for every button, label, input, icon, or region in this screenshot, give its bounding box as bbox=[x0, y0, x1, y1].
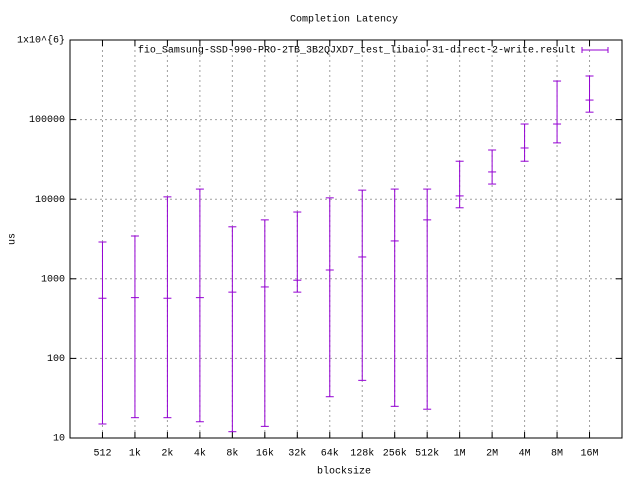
legend-label: fio_Samsung-SSD-990-PRO-2TB_3B2QJXD7_tes… bbox=[138, 45, 576, 57]
plot-border bbox=[69, 39, 623, 439]
x-tick-label: 16k bbox=[256, 448, 274, 460]
x-tick-label: 128k bbox=[350, 448, 374, 460]
y-tick-label: 100 bbox=[47, 354, 65, 365]
y-tick-label: 1x10^{6} bbox=[17, 35, 65, 47]
x-tick-label: 2k bbox=[161, 448, 173, 460]
y-tick-label: 1000 bbox=[41, 274, 65, 285]
x-tick-label: 8k bbox=[226, 448, 238, 460]
x-axis-label: blocksize bbox=[317, 466, 371, 478]
x-tick-label: 8M bbox=[551, 449, 563, 460]
x-tick-label: 256k bbox=[383, 448, 407, 460]
x-tick-label: 16M bbox=[581, 449, 599, 460]
y-tick-label: 100000 bbox=[29, 115, 65, 126]
y-axis-label: us bbox=[8, 233, 19, 245]
x-tick-label: 32k bbox=[288, 448, 306, 460]
x-tick-label: 64k bbox=[321, 448, 339, 460]
x-tick-label: 2M bbox=[486, 449, 498, 460]
x-tick-label: 4k bbox=[194, 448, 206, 460]
x-tick-label: 1M bbox=[454, 449, 466, 460]
x-tick-label: 4M bbox=[519, 449, 531, 460]
chart-title: Completion Latency bbox=[290, 14, 398, 26]
x-tick-label: 512 bbox=[93, 449, 111, 460]
x-tick-label: 512k bbox=[415, 448, 439, 460]
y-tick-label: 10000 bbox=[35, 195, 65, 206]
y-tick-label: 10 bbox=[53, 434, 65, 445]
x-tick-label: 1k bbox=[129, 448, 141, 460]
